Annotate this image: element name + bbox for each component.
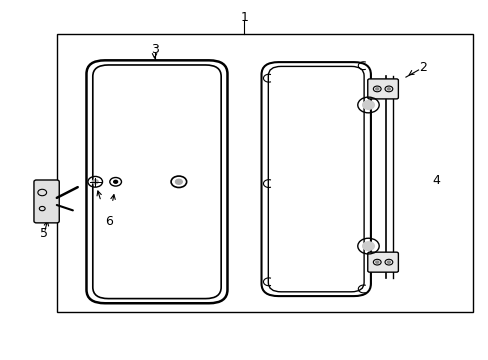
FancyBboxPatch shape: [367, 79, 398, 99]
Circle shape: [114, 180, 117, 183]
Circle shape: [362, 101, 373, 109]
FancyBboxPatch shape: [268, 66, 364, 292]
FancyBboxPatch shape: [261, 62, 370, 296]
FancyBboxPatch shape: [34, 180, 59, 223]
Circle shape: [386, 88, 389, 90]
FancyBboxPatch shape: [367, 252, 398, 272]
Text: 4: 4: [432, 174, 440, 186]
Circle shape: [386, 261, 389, 263]
FancyBboxPatch shape: [86, 60, 227, 303]
Text: 3: 3: [150, 44, 158, 57]
Text: 6: 6: [105, 215, 113, 228]
Circle shape: [375, 261, 378, 263]
Text: 1: 1: [240, 10, 248, 24]
Circle shape: [92, 180, 98, 184]
Text: 5: 5: [40, 227, 48, 240]
Circle shape: [175, 179, 182, 184]
Circle shape: [362, 242, 373, 250]
Bar: [57, 33, 472, 312]
Circle shape: [375, 88, 378, 90]
FancyBboxPatch shape: [93, 65, 221, 298]
Text: 2: 2: [419, 61, 427, 74]
